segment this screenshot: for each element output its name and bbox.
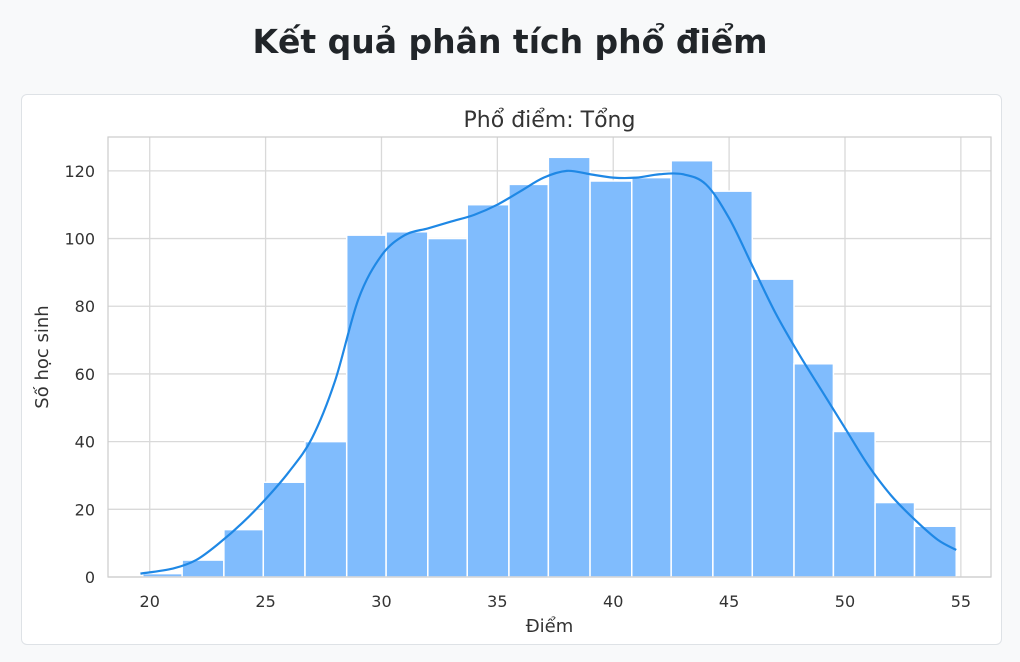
histogram-bar [751, 278, 795, 578]
y-tick-label: 40 [75, 433, 95, 452]
histogram-bar [793, 363, 835, 578]
page-title: Kết quả phân tích phổ điểm [252, 22, 768, 61]
plot-frame [107, 136, 992, 578]
chart-title: Phổ điểm: Tổng [464, 108, 636, 133]
histogram-bar [832, 430, 876, 578]
histogram-bar [547, 156, 591, 578]
x-tick-label: 25 [255, 592, 275, 611]
y-tick-labels: 0 20 40 60 80 100 120 [64, 162, 95, 587]
x-tick-label: 35 [487, 592, 507, 611]
histogram-bar [670, 159, 714, 578]
y-axis-label: Số học sinh [32, 305, 53, 408]
histogram-bar [712, 190, 754, 578]
histogram-bar [345, 234, 387, 578]
x-tick-label: 40 [603, 592, 623, 611]
x-tick-labels: 20 25 30 35 40 45 50 55 [140, 592, 972, 611]
x-tick-label: 55 [951, 592, 971, 611]
histogram-bar [304, 440, 348, 578]
x-axis-label: Điểm [526, 616, 574, 637]
y-tick-label: 0 [85, 568, 95, 587]
y-tick-label: 120 [64, 162, 95, 181]
histogram-bar [427, 237, 468, 578]
histogram-bar [589, 180, 633, 578]
y-tick-label: 20 [75, 500, 95, 519]
histogram-bar [631, 176, 672, 578]
histogram-bars [142, 156, 957, 578]
histogram-bar [385, 231, 429, 578]
histogram-bar [913, 525, 957, 578]
x-tick-label: 30 [371, 592, 391, 611]
x-tick-label: 20 [140, 592, 160, 611]
y-tick-label: 60 [75, 365, 95, 384]
histogram-bar [466, 203, 510, 578]
y-tick-label: 100 [64, 230, 95, 249]
histogram-bar [223, 528, 265, 578]
y-tick-label: 80 [75, 297, 95, 316]
histogram-bar [508, 183, 550, 578]
x-tick-label: 50 [835, 592, 855, 611]
x-tick-label: 45 [719, 592, 739, 611]
kde-curve [140, 169, 957, 575]
